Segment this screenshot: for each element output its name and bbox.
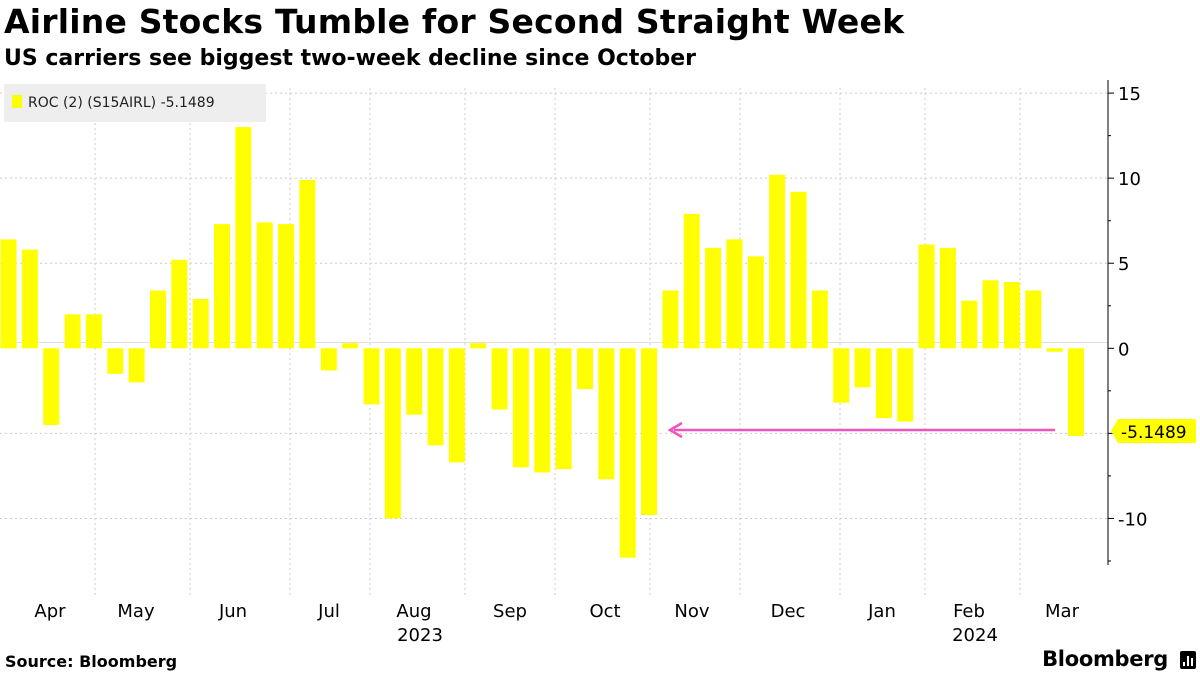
x-month-label: Apr: [34, 601, 66, 622]
bar: [577, 348, 593, 390]
bar: [726, 239, 743, 349]
bar: [384, 348, 401, 519]
bar: [897, 348, 914, 422]
bar: [21, 249, 38, 349]
bar: [854, 348, 871, 388]
x-month-label: Dec: [771, 601, 806, 622]
x-month-label: Mar: [1045, 601, 1080, 622]
axes: 15 10 5 0 -10 Apr May Jun Jul Aug Sep Oct Nov Dec Jan F…: [34, 80, 1147, 646]
bar: [641, 348, 657, 515]
bar: [683, 213, 700, 349]
bar: [705, 247, 722, 349]
x-month-label: Jul: [317, 601, 340, 622]
x-month-label: Sep: [493, 601, 527, 622]
last-value-tag: -5.1489: [1111, 419, 1196, 443]
bar: [982, 280, 999, 349]
bar: [150, 290, 166, 349]
bar: [448, 348, 465, 463]
bloomberg-badge-icon: [1180, 651, 1196, 669]
bar: [85, 314, 102, 349]
bar: [534, 348, 551, 473]
bar: [278, 224, 295, 349]
legend-label: ROC (2) (S15AIRL) -5.1489: [28, 95, 215, 111]
zero-line: [0, 342, 1108, 343]
bar: [811, 290, 828, 349]
x-year-label: 2023: [397, 625, 443, 646]
bar: [363, 348, 380, 405]
bar: [1068, 348, 1084, 436]
bar: [619, 348, 636, 558]
bar: [64, 314, 81, 349]
bar: [939, 247, 956, 349]
bar: [512, 348, 529, 468]
bar: [769, 174, 786, 349]
x-month-label: May: [117, 601, 155, 622]
x-year-label: 2024: [952, 625, 998, 646]
x-month-label: Nov: [674, 601, 709, 622]
bar: [256, 222, 273, 349]
bar: [427, 348, 444, 446]
bar: [491, 348, 508, 410]
y-tick-label: 15: [1118, 84, 1141, 105]
bar: [875, 348, 892, 419]
bar: [555, 348, 572, 470]
bar: [320, 348, 337, 371]
comparison-arrow: [667, 421, 1055, 439]
bars: [0, 127, 1084, 558]
bar: [128, 348, 145, 383]
y-tick-label: 5: [1118, 254, 1129, 275]
x-month-label: Oct: [589, 601, 620, 622]
bar: [235, 127, 252, 349]
legend-background: [4, 84, 266, 122]
bar: [790, 191, 807, 349]
bar: [214, 224, 230, 349]
x-month-label: Aug: [396, 601, 431, 622]
y-tick-label: -10: [1118, 509, 1147, 530]
legend: ROC (2) (S15AIRL) -5.1489: [4, 84, 266, 122]
chart-title: Airline Stocks Tumble for Second Straigh…: [4, 2, 905, 41]
legend-swatch: [12, 95, 22, 108]
bar: [662, 290, 679, 349]
y-tick-label: 10: [1118, 169, 1141, 190]
bar: [406, 348, 423, 415]
bar: [747, 256, 764, 349]
y-tick-label: 0: [1118, 339, 1129, 360]
bar: [107, 348, 124, 374]
bar: [299, 179, 316, 349]
bar: [43, 348, 60, 425]
x-month-label: Jun: [218, 601, 247, 622]
chart-subtitle: US carriers see biggest two-week decline…: [4, 46, 696, 71]
x-month-label: Feb: [953, 601, 985, 622]
last-value-label: -5.1489: [1121, 423, 1187, 443]
bar: [1004, 282, 1020, 349]
bar: [0, 239, 17, 349]
bar: [598, 348, 615, 480]
bar: [918, 244, 935, 349]
x-month-label: Jan: [867, 601, 896, 622]
bar: [470, 343, 487, 349]
bar: [192, 299, 209, 349]
bar: [171, 259, 188, 349]
bar: [1046, 348, 1063, 352]
bloomberg-logo: Bloomberg: [1042, 647, 1168, 671]
bar: [833, 348, 850, 403]
source-note: Source: Bloomberg: [5, 652, 178, 671]
bar: [342, 343, 359, 349]
bar: [1025, 290, 1042, 349]
bar: [961, 300, 978, 349]
